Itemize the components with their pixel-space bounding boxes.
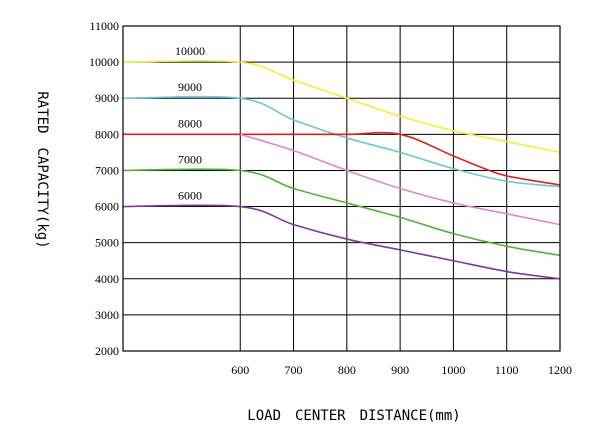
series-line: [122, 59, 561, 154]
x-tick-label: 1000: [441, 363, 465, 377]
series-label: 8000: [178, 116, 202, 130]
series-label: 6000: [178, 189, 202, 203]
y-tick-label: 7000: [95, 163, 119, 177]
y-tick-label: 11000: [89, 19, 119, 33]
x-tick-label: 800: [338, 363, 356, 377]
x-tick-label: 700: [285, 363, 303, 377]
series-line: [122, 168, 561, 257]
y-tick-label: 10000: [89, 55, 119, 69]
x-tick-label: 900: [391, 363, 409, 377]
series-line: [240, 133, 561, 226]
y-tick-labels: 2000 3000 4000 5000 6000 7000 8000 9000 10000 110…: [89, 19, 119, 358]
series-label: 7000: [178, 152, 202, 166]
plot-frame: [122, 25, 561, 352]
x-tick-label: 1100: [495, 363, 519, 377]
x-axis-title: LOAD CENTER DISTANCE(mm): [247, 408, 460, 424]
y-tick-label: 9000: [95, 91, 119, 105]
series-label: 10000: [175, 44, 205, 58]
y-tick-label: 8000: [95, 127, 119, 141]
y-tick-label: 6000: [95, 200, 119, 214]
y-tick-label: 4000: [95, 272, 119, 286]
y-tick-label: 3000: [95, 308, 119, 322]
x-tick-label: 1200: [548, 363, 572, 377]
y-tick-label: 2000: [95, 344, 119, 358]
y-axis-title: RATED CAPACITY(kg): [34, 91, 50, 248]
series-label: 9000: [178, 80, 202, 94]
series-labels: 10000 9000 8000 7000 6000: [175, 44, 205, 202]
y-tick-label: 5000: [95, 236, 119, 250]
x-tick-label: 600: [231, 363, 249, 377]
series-lines: [122, 59, 561, 280]
series-line: [122, 95, 561, 188]
series-line: [122, 204, 561, 280]
x-tick-labels: 600 700 800 900 1000 1100 1200: [231, 363, 572, 377]
